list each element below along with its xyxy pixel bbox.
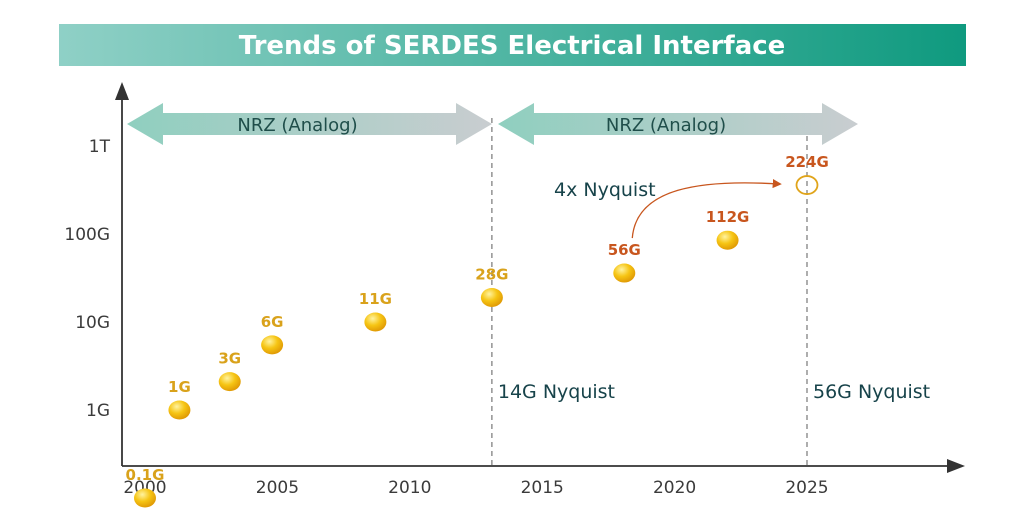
data-point-label: 28G	[475, 265, 508, 283]
x-tick-label: 2015	[521, 478, 564, 498]
data-point	[134, 488, 156, 508]
axes	[115, 82, 965, 473]
data-point	[480, 287, 503, 307]
range-arrows: NRZ (Analog) NRZ (Analog)	[127, 103, 858, 145]
y-tick-labels: 1G 10G 100G 1T	[64, 137, 110, 421]
x-tick-labels: 2000 2005 2010 2015 2020 2025	[123, 478, 828, 498]
reference-lines: 14G Nyquist 56G Nyquist	[491, 118, 930, 466]
data-point-label: 0.1G	[126, 466, 165, 484]
x-tick-label: 2000	[123, 478, 166, 498]
title-bar	[59, 24, 966, 66]
chart-title: Trends of SERDES Electrical Interface	[239, 31, 786, 61]
data-point-hollow	[795, 175, 819, 195]
curved-arrow	[631, 179, 782, 239]
data-point-label: 224G	[785, 153, 829, 171]
data-point-label: 11G	[359, 290, 392, 308]
data-point	[261, 335, 284, 355]
reference-line-label: 56G Nyquist	[813, 381, 930, 403]
y-tick-label: 1G	[86, 401, 110, 421]
curved-arrow-annotation: 4x Nyquist	[554, 179, 782, 239]
y-tick-label: 100G	[64, 225, 110, 245]
x-tick-label: 2025	[785, 478, 828, 498]
x-tick-label: 2005	[256, 478, 299, 498]
data-point	[218, 372, 241, 392]
data-point	[168, 400, 191, 420]
data-point	[613, 263, 636, 283]
data-point	[716, 230, 739, 250]
y-tick-label: 1T	[89, 137, 111, 157]
x-axis-arrowhead	[947, 459, 965, 473]
range-arrow	[498, 103, 858, 145]
x-tick-label: 2020	[653, 478, 696, 498]
range-arrow-label: NRZ (Analog)	[606, 115, 726, 136]
data-point-label: 6G	[261, 313, 284, 331]
range-arrow-label: NRZ (Analog)	[237, 115, 357, 136]
data-point-label: 56G	[608, 241, 641, 259]
x-tick-label: 2010	[388, 478, 431, 498]
data-points: 0.1G 1G 3G 6G 11G 28G 56G 112G 224G	[126, 153, 829, 508]
data-point-label: 1G	[168, 378, 191, 396]
curved-arrow-label: 4x Nyquist	[554, 179, 656, 201]
y-tick-label: 10G	[75, 313, 110, 333]
data-point	[364, 312, 387, 332]
data-point-label: 112G	[706, 208, 750, 226]
reference-line-label: 14G Nyquist	[498, 381, 615, 403]
range-arrow	[127, 103, 492, 145]
data-point-label: 3G	[218, 350, 241, 368]
y-axis-arrowhead	[115, 82, 129, 100]
